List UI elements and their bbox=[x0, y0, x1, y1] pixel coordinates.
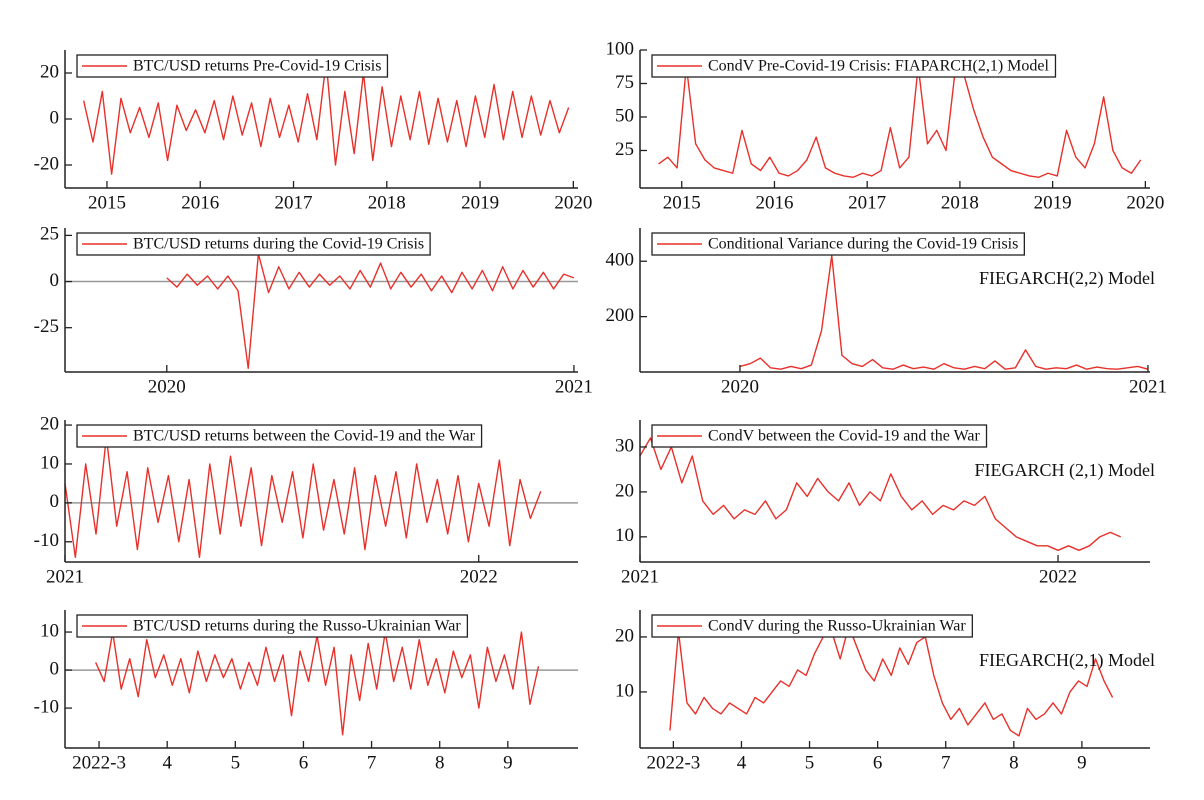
y-tick-label: 20 bbox=[40, 413, 59, 434]
legend-box bbox=[651, 232, 1025, 256]
panel: -10 0 10 20 2021 2022 BTC/USD returns between … bbox=[34, 413, 578, 587]
y-tick-label: 10 bbox=[615, 680, 634, 701]
legend-box bbox=[76, 424, 483, 448]
y-tick-label: 20 bbox=[615, 480, 634, 501]
y-tick-label: 30 bbox=[615, 435, 634, 456]
legend-box bbox=[76, 54, 389, 78]
legend-label: BTC/USD returns between the Covid-19 and… bbox=[133, 428, 476, 445]
y-tick-label: 10 bbox=[615, 525, 634, 546]
legend-box bbox=[651, 424, 988, 448]
x-tick-label: 9 bbox=[1077, 752, 1087, 773]
panel: -20 0 20 2015 2016 2017 2018 2019 2020 BTC/USD re… bbox=[34, 50, 592, 213]
x-tick-label: 2022-3 bbox=[72, 752, 126, 773]
y-tick-label: 0 bbox=[50, 270, 60, 291]
panel: -25 0 25 2020 2021 BTC/USD returns during the… bbox=[34, 224, 593, 398]
legend-label: BTC/USD returns Pre-Covid-19 Crisis bbox=[133, 58, 381, 75]
legend-label: CondV during the Russo-Ukrainian War bbox=[708, 618, 966, 635]
y-tick-label: -10 bbox=[34, 530, 59, 551]
y-tick-label: 0 bbox=[50, 491, 60, 512]
legend-label: CondV between the Covid-19 and the War bbox=[708, 428, 981, 445]
series-line bbox=[95, 631, 540, 736]
x-tick-label: 5 bbox=[805, 752, 815, 773]
legend-box bbox=[651, 614, 973, 638]
annotation: FIEGARCH(2,1) Model bbox=[979, 650, 1155, 671]
legend-label: CondV Pre-Covid-19 Crisis: FIAPARCH(2,1)… bbox=[708, 58, 1049, 75]
legend-label: BTC/USD returns during the Russo-Ukraini… bbox=[133, 618, 461, 635]
panel: 25 50 75 100 2015 2016 2017 2018 2019 2020 CondV P… bbox=[606, 38, 1165, 213]
y-tick-label: 25 bbox=[40, 224, 59, 245]
annotation: FIEGARCH(2,2) Model bbox=[979, 268, 1155, 289]
x-tick-label: 2017 bbox=[275, 192, 313, 213]
x-tick-label: 2021 bbox=[555, 376, 593, 397]
annotation: FIEGARCH (2,1) Model bbox=[975, 460, 1156, 481]
y-tick-label: 0 bbox=[50, 658, 60, 679]
series-line bbox=[669, 625, 1114, 737]
x-tick-label: 2017 bbox=[848, 192, 886, 213]
y-tick-label: -10 bbox=[34, 696, 59, 717]
y-tick-label: 10 bbox=[40, 452, 59, 473]
y-tick-label: 0 bbox=[50, 107, 60, 128]
panel: 200 400 2020 2021 Conditional Variance durin… bbox=[606, 228, 1167, 397]
x-tick-label: 2020 bbox=[1126, 192, 1164, 213]
legend-box bbox=[76, 614, 469, 638]
y-tick-label: -25 bbox=[34, 316, 59, 337]
y-tick-label: 25 bbox=[615, 139, 634, 160]
x-tick-label: 2021 bbox=[1129, 376, 1167, 397]
x-tick-label: 2021 bbox=[46, 566, 84, 587]
x-tick-label: 2022-3 bbox=[646, 752, 700, 773]
x-tick-label: 2022 bbox=[460, 566, 498, 587]
series-line bbox=[166, 253, 575, 370]
legend-box bbox=[651, 54, 1057, 78]
legend-label: Conditional Variance during the Covid-19… bbox=[708, 236, 1018, 253]
x-tick-label: 2018 bbox=[368, 192, 406, 213]
series-line bbox=[64, 436, 542, 559]
series-line bbox=[739, 254, 1149, 370]
x-tick-label: 2022 bbox=[1039, 566, 1077, 587]
x-tick-label: 2020 bbox=[148, 376, 186, 397]
y-tick-label: -20 bbox=[34, 153, 59, 174]
x-tick-label: 2016 bbox=[755, 192, 793, 213]
series-line bbox=[639, 437, 1122, 552]
x-tick-label: 6 bbox=[299, 752, 309, 773]
x-tick-label: 2020 bbox=[554, 192, 592, 213]
x-tick-label: 6 bbox=[873, 752, 883, 773]
y-tick-label: 10 bbox=[40, 620, 59, 641]
x-tick-label: 2019 bbox=[1034, 192, 1072, 213]
legend-box bbox=[76, 232, 431, 256]
y-tick-label: 50 bbox=[615, 105, 634, 126]
series-line bbox=[658, 65, 1142, 178]
legend-label: BTC/USD returns during the Covid-19 Cris… bbox=[133, 236, 424, 253]
y-tick-label: 400 bbox=[606, 250, 635, 271]
x-tick-label: 2015 bbox=[88, 192, 126, 213]
x-tick-label: 2019 bbox=[461, 192, 499, 213]
series-line bbox=[82, 60, 570, 175]
x-tick-label: 2016 bbox=[181, 192, 219, 213]
x-tick-label: 4 bbox=[737, 752, 747, 773]
x-tick-label: 9 bbox=[503, 752, 513, 773]
panel: 10 20 30 2021 2022 CondV between the Covid-19… bbox=[615, 420, 1155, 587]
y-tick-label: 200 bbox=[606, 305, 635, 326]
x-tick-label: 2018 bbox=[941, 192, 979, 213]
x-tick-label: 2021 bbox=[621, 566, 659, 587]
panel: -10 0 10 2022-3 4 5 6 7 8 9 BTC/USD returns during… bbox=[34, 610, 578, 773]
x-tick-label: 7 bbox=[367, 752, 377, 773]
y-tick-label: 20 bbox=[40, 61, 59, 82]
y-tick-label: 75 bbox=[615, 72, 634, 93]
y-tick-label: 100 bbox=[606, 38, 635, 59]
x-tick-label: 2020 bbox=[721, 376, 759, 397]
x-tick-label: 8 bbox=[1009, 752, 1019, 773]
x-tick-label: 7 bbox=[941, 752, 951, 773]
y-tick-label: 20 bbox=[615, 625, 634, 646]
x-tick-label: 5 bbox=[231, 752, 241, 773]
x-tick-label: 4 bbox=[162, 752, 172, 773]
x-tick-label: 8 bbox=[435, 752, 445, 773]
x-tick-label: 2015 bbox=[663, 192, 701, 213]
panel: 10 20 2022-3 4 5 6 7 8 9 CondV during the Russo-U… bbox=[615, 610, 1155, 773]
